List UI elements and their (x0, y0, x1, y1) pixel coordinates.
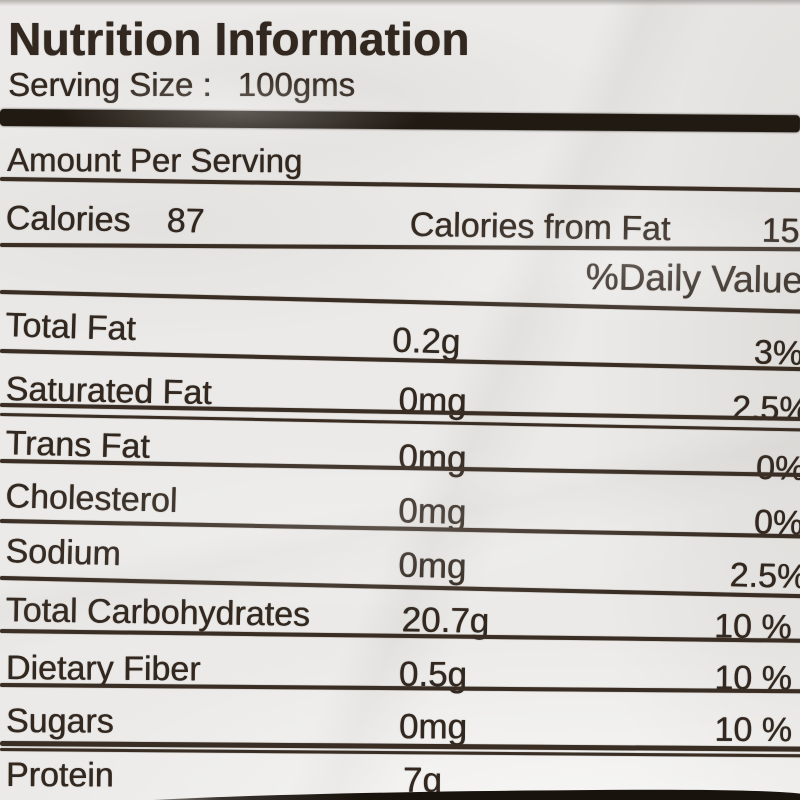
serving-size: Serving Size : 100gms (8, 66, 355, 104)
nutrient-row-saturated-fat: Saturated Fat 0mg 2.5% (0, 370, 800, 433)
nutrient-daily-value: 10 % (714, 710, 792, 750)
amount-per-serving-label: Amount Per Serving (6, 141, 303, 180)
calories-value: 87 (166, 201, 205, 241)
nutrient-daily-value: 2.5% (731, 389, 800, 429)
divider-under-amount-per-serving (0, 177, 800, 193)
calories-from-fat-label: Calories from Fat (409, 205, 671, 249)
nutrient-name: Total Fat (4, 306, 137, 349)
nutrient-amount: 0mg (398, 380, 467, 421)
nutrient-amount: 0mg (397, 437, 467, 479)
nutrient-name: Protein (5, 756, 114, 795)
nutrient-name: Cholesterol (4, 477, 178, 520)
serving-size-value: 100gms (237, 66, 355, 103)
nutrient-amount: 0.2g (391, 320, 461, 362)
nutrient-name: Total Carbohydrates (5, 591, 311, 634)
nutrient-daily-value: 2.5% (729, 556, 800, 597)
nutrient-amount: 0mg (397, 545, 467, 587)
nutrient-amount: 0mg (398, 707, 468, 747)
serving-size-label: Serving Size : (8, 66, 212, 103)
nutrient-name: Sugars (5, 702, 114, 741)
thick-divider-top (0, 109, 800, 133)
nutrient-row-dietary-fiber: Dietary Fiber 0.5g 10 % (0, 649, 800, 703)
daily-value-header: %Daily Value (584, 256, 800, 301)
calories-label: Calories (5, 199, 131, 240)
label-title: Nutrition Information (8, 13, 470, 65)
nutrient-daily-value: 0% (755, 448, 800, 489)
nutrient-name: Sodium (5, 532, 122, 574)
calories-from-fat-value: 15 (761, 211, 800, 251)
nutrient-row-total-carbohydrates: Total Carbohydrates 20.7g 10 % (0, 591, 800, 652)
